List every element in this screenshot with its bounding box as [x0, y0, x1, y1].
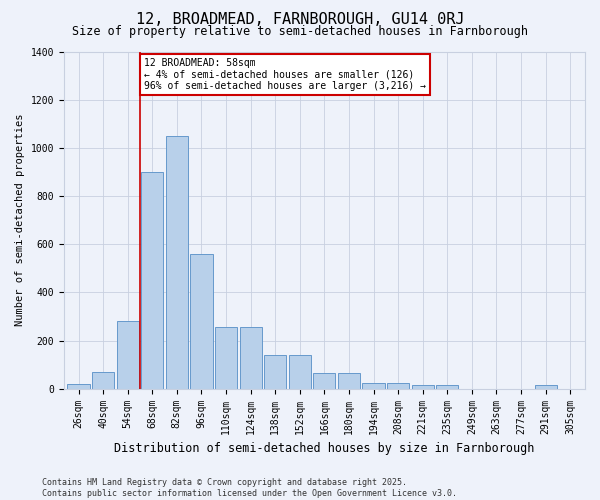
Bar — [313, 373, 335, 388]
Text: 12, BROADMEAD, FARNBOROUGH, GU14 0RJ: 12, BROADMEAD, FARNBOROUGH, GU14 0RJ — [136, 12, 464, 28]
Text: 12 BROADMEAD: 58sqm
← 4% of semi-detached houses are smaller (126)
96% of semi-d: 12 BROADMEAD: 58sqm ← 4% of semi-detache… — [143, 58, 425, 90]
Bar — [436, 385, 458, 388]
Bar — [215, 328, 237, 388]
Bar — [289, 355, 311, 388]
Bar — [239, 328, 262, 388]
Bar — [338, 373, 360, 388]
Y-axis label: Number of semi-detached properties: Number of semi-detached properties — [15, 114, 25, 326]
X-axis label: Distribution of semi-detached houses by size in Farnborough: Distribution of semi-detached houses by … — [114, 442, 535, 455]
Bar — [92, 372, 114, 388]
Bar — [141, 172, 163, 388]
Bar — [67, 384, 89, 388]
Text: Size of property relative to semi-detached houses in Farnborough: Size of property relative to semi-detach… — [72, 25, 528, 38]
Bar — [190, 254, 212, 388]
Text: Contains HM Land Registry data © Crown copyright and database right 2025.
Contai: Contains HM Land Registry data © Crown c… — [42, 478, 457, 498]
Bar — [166, 136, 188, 388]
Bar — [412, 385, 434, 388]
Bar — [116, 322, 139, 388]
Bar — [264, 355, 286, 388]
Bar — [387, 382, 409, 388]
Bar — [535, 385, 557, 388]
Bar — [362, 382, 385, 388]
